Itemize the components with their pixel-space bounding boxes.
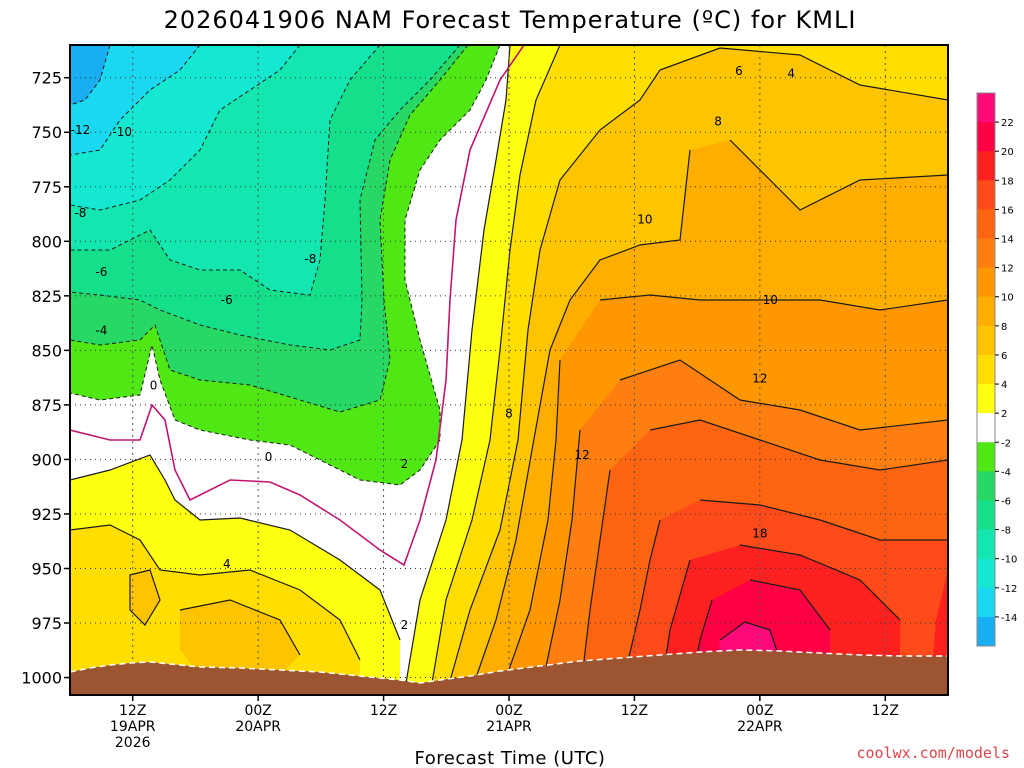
x-tick-label: 19APR — [110, 719, 156, 735]
y-tick-label: 825 — [31, 287, 62, 306]
band-west-6-8 — [130, 570, 300, 675]
x-tick-label: 12Z — [872, 703, 899, 719]
colorbar-label: 20 — [1001, 147, 1014, 158]
contour-label: -6 — [95, 265, 107, 279]
colorbar-label: 12 — [1001, 264, 1014, 275]
x-tick-label: 12Z — [119, 703, 146, 719]
colorbar-swatch — [977, 267, 995, 298]
colorbar-swatch — [977, 180, 995, 210]
contour-label: 10 — [637, 212, 652, 226]
colorbar-swatch — [977, 209, 995, 240]
colorbar-label: 6 — [1001, 351, 1007, 362]
colorbar-label: 22 — [1001, 118, 1014, 129]
contour-label: 8 — [505, 407, 513, 421]
x-tick-label: 00Z — [495, 703, 522, 719]
contour-label: 0 — [150, 378, 158, 392]
colorbar-label: -14 — [1001, 613, 1017, 624]
colorbar-swatch — [977, 354, 995, 385]
colorbar-label: 2 — [1001, 409, 1007, 420]
colorbar-label: -6 — [1001, 496, 1011, 507]
y-tick-label: 925 — [31, 505, 62, 524]
contour-label: 6 — [735, 64, 743, 78]
y-tick-label: 725 — [31, 69, 62, 88]
contour-label: -4 — [95, 324, 107, 338]
y-tick-label: 1000 — [21, 669, 62, 688]
contour-label: 2 — [401, 457, 409, 471]
colorbar-label: 8 — [1001, 322, 1007, 333]
colorbar-swatch — [977, 384, 995, 414]
colorbar-swatch — [977, 442, 995, 472]
colorbar-label: 10 — [1001, 293, 1014, 304]
colorbar-swatch — [977, 296, 995, 327]
zero-contour — [70, 45, 525, 567]
y-tick-label: 875 — [31, 396, 62, 415]
ground-terrain — [70, 650, 948, 695]
colorbar-swatch — [977, 529, 995, 560]
colorbar-swatch — [977, 413, 995, 443]
y-tick-label: 750 — [31, 123, 62, 142]
x-tick-label: 2026 — [115, 735, 151, 751]
contour-label: 4 — [787, 66, 795, 80]
x-tick-label: 00Z — [746, 703, 773, 719]
contour-label: -10 — [112, 125, 132, 139]
colorbar-swatch — [977, 616, 995, 647]
band-m14-m12 — [70, 45, 110, 105]
ground-edge — [70, 649, 948, 684]
colorbar-swatch — [977, 122, 995, 152]
colorbar-label: -8 — [1001, 526, 1011, 537]
chart-title: 2026041906 NAM Forecast Temperature (ºC)… — [164, 6, 857, 34]
colorbar-swatch — [977, 238, 995, 269]
colorbar-swatch — [977, 471, 995, 501]
contour-label: 2 — [401, 618, 409, 632]
x-tick-label: 00Z — [244, 703, 271, 719]
contour-label: 18 — [752, 527, 767, 541]
colorbar-label: 14 — [1001, 235, 1014, 246]
y-tick-label: 775 — [31, 178, 62, 197]
colorbar-label: 4 — [1001, 380, 1007, 391]
y-tick-label: 975 — [31, 614, 62, 633]
colorbar-swatch — [977, 325, 995, 356]
contour-label: 12 — [752, 372, 767, 386]
contour-label: -8 — [74, 206, 86, 220]
contour-label: -8 — [304, 252, 316, 266]
y-tick-label: 800 — [31, 232, 62, 251]
colorbar-swatch — [977, 500, 995, 531]
contour-label: 8 — [714, 114, 722, 128]
x-tick-label: 22APR — [737, 719, 783, 735]
contour-labels: -12 -10 -8 -8 -6 -6 -4 0 0 2 2 4 8 12 18 12 10 10 8 6 4 — [71, 64, 795, 632]
x-tick-label: 12Z — [621, 703, 648, 719]
colorbar-swatch — [977, 93, 995, 123]
x-tick-label: 12Z — [370, 703, 397, 719]
x-tick-label: 21APR — [486, 719, 532, 735]
y-tick-label: 850 — [31, 341, 62, 360]
contour-label: 10 — [763, 293, 778, 307]
x-axis-title: Forecast Time (UTC) — [415, 748, 606, 768]
colorbar-swatch — [977, 151, 995, 181]
colorbar-label: -12 — [1001, 584, 1017, 595]
colorbar-swatch — [977, 587, 995, 618]
y-tick-label: 900 — [31, 450, 62, 469]
contour-label: 4 — [223, 557, 231, 571]
colorbar: 22 20 18 16 14 12 10 8 6 4 2 -2 -4 -6 -8 -10 -12 -14 — [976, 92, 1017, 647]
x-tick-label: 20APR — [235, 719, 281, 735]
grid-lines — [70, 45, 948, 695]
y-axis: 725 750 775 800 825 850 875 900 925 950 975 1000 — [21, 69, 70, 688]
colorbar-frame — [976, 92, 996, 647]
colorbar-swatch — [977, 558, 995, 589]
y-tick-label: 950 — [31, 559, 62, 578]
colorbar-label: 18 — [1001, 176, 1014, 187]
colorbar-label: -4 — [1001, 467, 1011, 478]
colorbar-label: 16 — [1001, 205, 1014, 216]
colorbar-label: -10 — [1001, 555, 1017, 566]
plot-area: -12 -10 -8 -8 -6 -6 -4 0 0 2 2 4 8 12 18 12 10 10 8 6 4 — [70, 45, 948, 695]
contour-label: -12 — [71, 123, 91, 137]
credit-text: coolwx.com/models — [856, 744, 1010, 762]
contour-lines-negative — [70, 45, 501, 486]
contour-label: -6 — [221, 293, 233, 307]
contour-label: 0 — [265, 450, 273, 464]
contour-label: 12 — [575, 448, 590, 462]
colorbar-label: -2 — [1001, 438, 1011, 449]
